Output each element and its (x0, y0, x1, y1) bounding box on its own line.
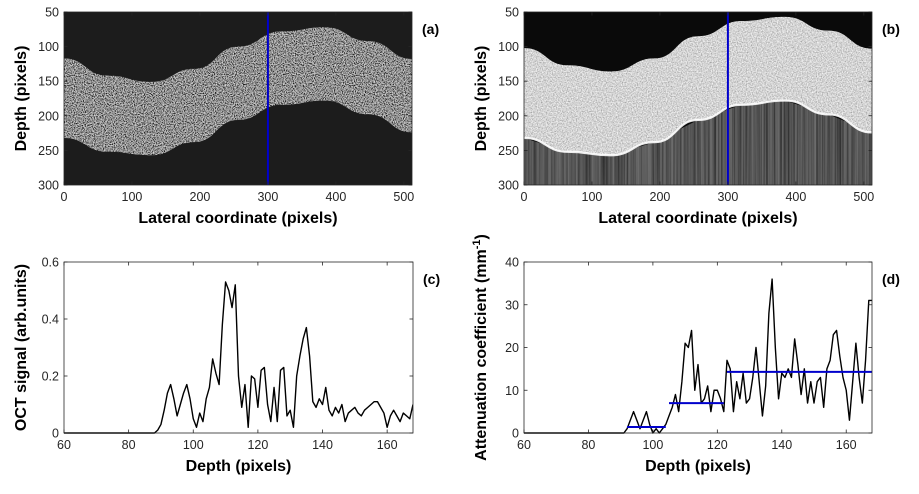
x-tick-label: 500 (853, 190, 874, 204)
y-tick-label: 30 (505, 298, 519, 312)
oct-image-a (64, 12, 412, 185)
oct-image-content (64, 12, 412, 185)
y-tick-label: 200 (38, 109, 59, 123)
y-tick-label: 0.4 (42, 313, 59, 327)
y-tick-label: 0.2 (42, 370, 59, 384)
y-axis-label-d: Attenuation coefficient (mm-1) (471, 234, 490, 461)
y-axis-label-d-base: Attenuation coefficient (mm (473, 249, 490, 461)
x-tick-label: 80 (581, 438, 595, 452)
x-tick-label: 140 (312, 438, 333, 452)
x-axis-label-c: Depth (pixels) (186, 458, 292, 475)
y-tick-label: 200 (498, 109, 519, 123)
x-tick-label: 100 (122, 190, 143, 204)
y-axis-label-c: OCT signal (arb.units) (13, 264, 30, 431)
y-tick-label: 20 (505, 341, 519, 355)
x-tick-label: 60 (57, 438, 71, 452)
axes-d: 60 80 100 120 140 160 0 10 20 30 40 (505, 256, 873, 452)
axes-frame (63, 11, 413, 186)
y-tick-label: 10 (505, 384, 519, 398)
y-tick-label: 50 (45, 6, 59, 20)
y-tick-label: 150 (38, 75, 59, 89)
x-tick-label: 120 (707, 438, 728, 452)
panel-a: 0 100 200 300 400 500 50 100 150 200 250 300 Latera… (13, 6, 439, 228)
band-lower-edge (524, 99, 872, 157)
x-axis-label-a: Lateral coordinate (pixels) (138, 210, 337, 227)
x-tick-label: 80 (122, 438, 136, 452)
series-line (524, 278, 872, 434)
x-tick-label: 500 (393, 190, 414, 204)
y-tick-label: 300 (38, 179, 59, 193)
panel-label-c: (c) (423, 271, 440, 287)
y-tick-label: 150 (498, 75, 519, 89)
y-axis-label-b: Depth (pixels) (473, 46, 490, 152)
axes-frame (523, 261, 873, 434)
x-tick-label: 100 (582, 190, 603, 204)
x-tick-label: 400 (325, 190, 346, 204)
x-tick-label: 0 (521, 190, 528, 204)
y-tick-label: 250 (498, 144, 519, 158)
panel-b: 0 100 200 300 400 500 50 100 150 200 250 300 Latera… (473, 6, 900, 228)
plot-area-d (524, 278, 872, 434)
tissue-band-tint (524, 16, 872, 156)
axes-frame (523, 11, 873, 186)
tissue-band-tint (64, 27, 412, 156)
axes-frame (63, 261, 414, 434)
y-tick-label: 0 (512, 427, 519, 441)
y-axis-label-a: Depth (pixels) (13, 46, 30, 152)
x-tick-label: 120 (247, 438, 268, 452)
x-tick-label: 160 (836, 438, 857, 452)
x-tick-label: 140 (771, 438, 792, 452)
y-tick-label: 100 (38, 40, 59, 54)
x-tick-label: 300 (717, 190, 738, 204)
y-tick-label: 300 (498, 179, 519, 193)
y-tick-label: 0.6 (42, 256, 59, 270)
panel-label-d: (d) (882, 271, 900, 287)
y-tick-label: 100 (498, 40, 519, 54)
y-axis-label-d-sup: -1 (471, 239, 483, 249)
x-tick-label: 0 (61, 190, 68, 204)
axes-b: 0 100 200 300 400 500 50 100 150 200 250 300 (498, 6, 874, 205)
x-tick-label: 100 (642, 438, 663, 452)
x-tick-label: 200 (650, 190, 671, 204)
x-tick-label: 160 (377, 438, 398, 452)
x-axis-label-b: Lateral coordinate (pixels) (598, 210, 797, 227)
y-tick-label: 40 (505, 256, 519, 270)
x-axis-label-d: Depth (pixels) (645, 458, 751, 475)
panel-c: 60 80 100 120 140 160 0 0.2 0.4 0.6 Depth (pixels… (13, 256, 440, 476)
panel-label-a: (a) (422, 21, 439, 37)
x-tick-label: 300 (257, 190, 278, 204)
plot-area-c (64, 281, 413, 434)
oct-image-content (524, 12, 872, 185)
y-axis-label-d-close: ) (473, 234, 490, 239)
panel-d: 60 80 100 120 140 160 0 10 20 30 40 Depth (pixels)… (471, 234, 900, 475)
y-tick-label: 50 (505, 6, 519, 20)
x-tick-label: 60 (517, 438, 531, 452)
axes-c: 60 80 100 120 140 160 0 0.2 0.4 0.6 (42, 256, 414, 452)
x-tick-label: 400 (785, 190, 806, 204)
series-line (64, 281, 413, 434)
y-tick-label: 0 (52, 427, 59, 441)
panel-label-b: (b) (882, 21, 900, 37)
x-tick-label: 100 (183, 438, 204, 452)
oct-image-b (524, 12, 872, 185)
axes-a: 0 100 200 300 400 500 50 100 150 200 250 300 (38, 6, 414, 205)
y-tick-label: 250 (38, 144, 59, 158)
x-tick-label: 200 (190, 190, 211, 204)
